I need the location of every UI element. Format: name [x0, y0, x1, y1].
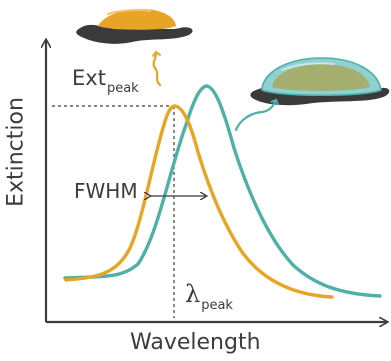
- ext-peak-label-main: Ext: [72, 66, 106, 90]
- orange-spectrum-curve: [64, 104, 334, 299]
- ext-peak-label-sub: peak: [106, 81, 139, 96]
- shelled-nanoparticle-on-substrate-icon: [250, 57, 390, 106]
- ext-peak-label: Extpeak: [72, 66, 139, 96]
- x-axis-label: Wavelength: [130, 330, 261, 355]
- gold-nanoparticle-on-substrate-icon: [76, 8, 193, 44]
- teal-curved-arrow: [234, 98, 280, 132]
- lambda-peak-label: λpeak: [185, 280, 233, 313]
- y-axis-label: Extinction: [3, 97, 29, 207]
- fwhm-label: FWHM: [74, 179, 138, 203]
- lambda-peak-label-sub: peak: [201, 298, 233, 313]
- orange-squiggle-arrow: [151, 50, 162, 87]
- teal-spectrum-curve: [63, 84, 382, 298]
- lambda-peak-label-main: λ: [185, 280, 201, 308]
